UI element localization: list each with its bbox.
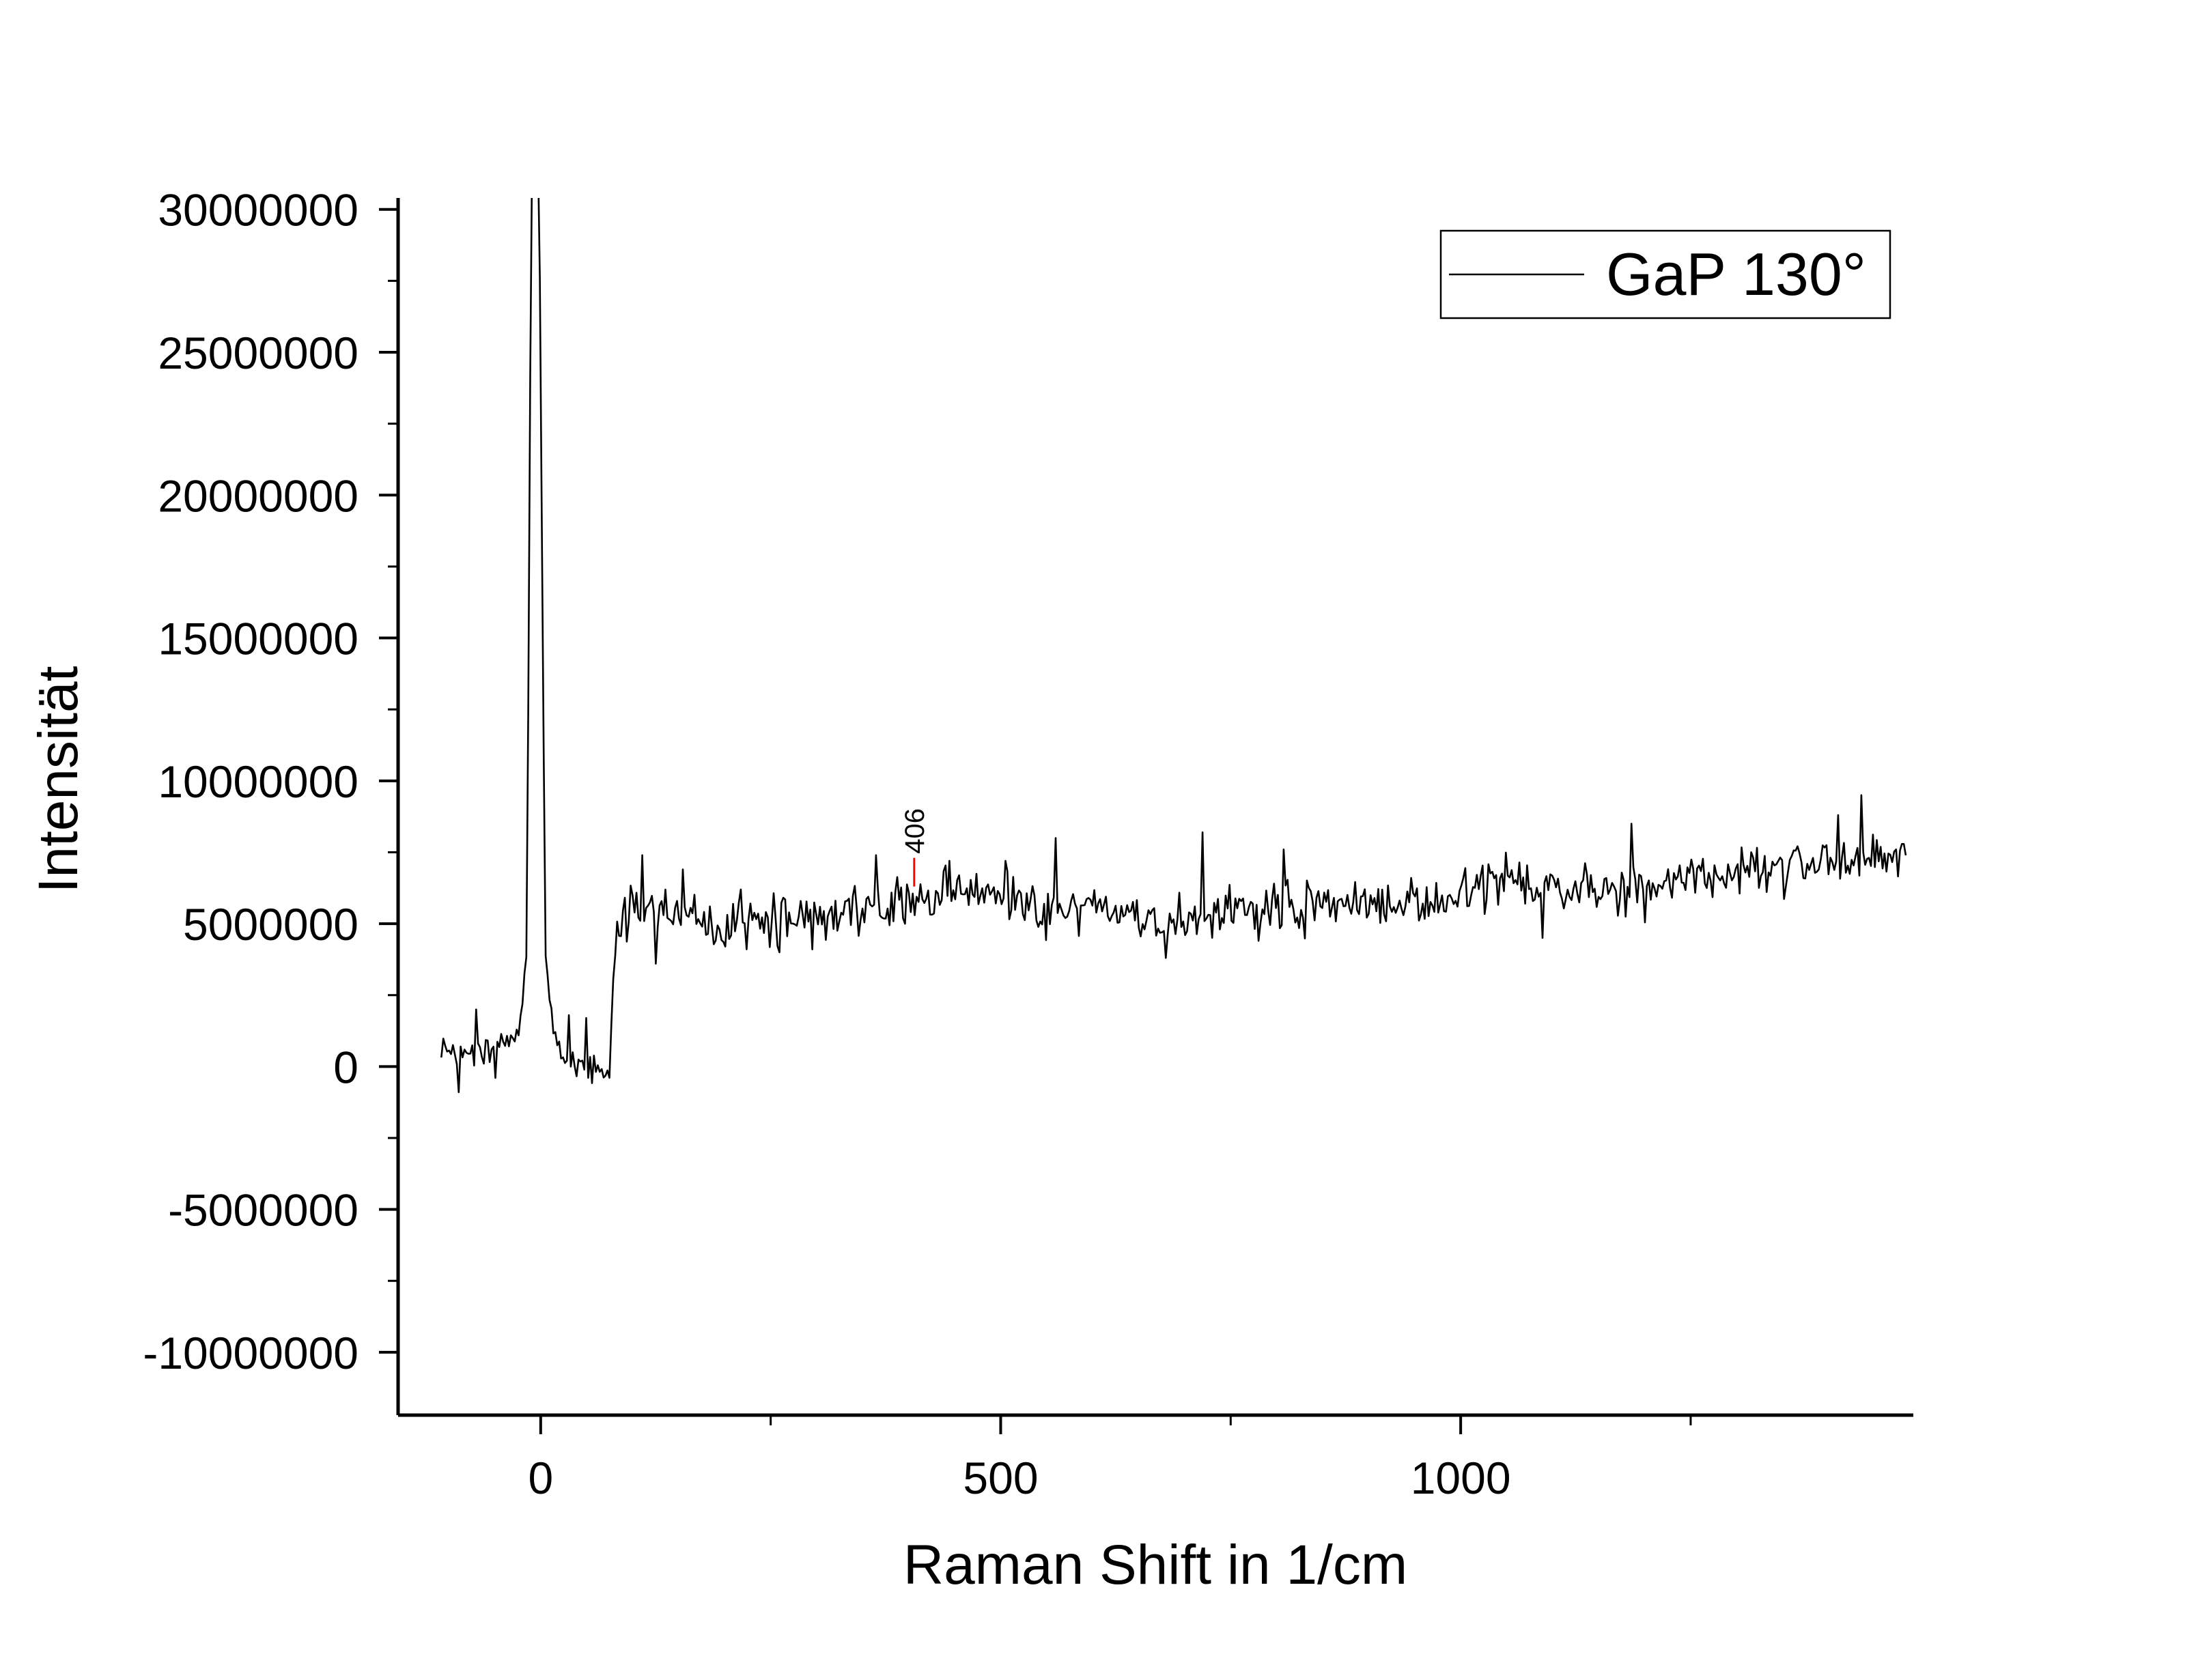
y-axis-title: Intensität: [27, 666, 89, 893]
legend: GaP 130°: [1441, 231, 1890, 318]
y-tick-label: 10000000: [158, 756, 358, 807]
legend-label: GaP 130°: [1606, 240, 1866, 308]
y-tick-label: -5000000: [168, 1185, 358, 1236]
x-tick-label: 1000: [1411, 1453, 1511, 1503]
y-tick-label: 20000000: [158, 470, 358, 521]
x-axis-title: Raman Shift in 1/cm: [903, 1534, 1407, 1596]
y-tick-label: 5000000: [183, 899, 358, 950]
y-tick-label: 0: [333, 1042, 358, 1092]
axes: 30000000 25000000 20000000 15000000 10000000…: [143, 185, 1913, 1503]
y-tick-label: 25000000: [158, 328, 358, 378]
y-tick-label: 15000000: [158, 614, 358, 664]
x-tick-label: 500: [963, 1453, 1038, 1503]
y-tick-label: 30000000: [158, 185, 358, 236]
x-tick-label: 0: [528, 1453, 553, 1503]
y-tick-label: -10000000: [143, 1328, 358, 1378]
peak-label-406: 406: [900, 808, 930, 854]
